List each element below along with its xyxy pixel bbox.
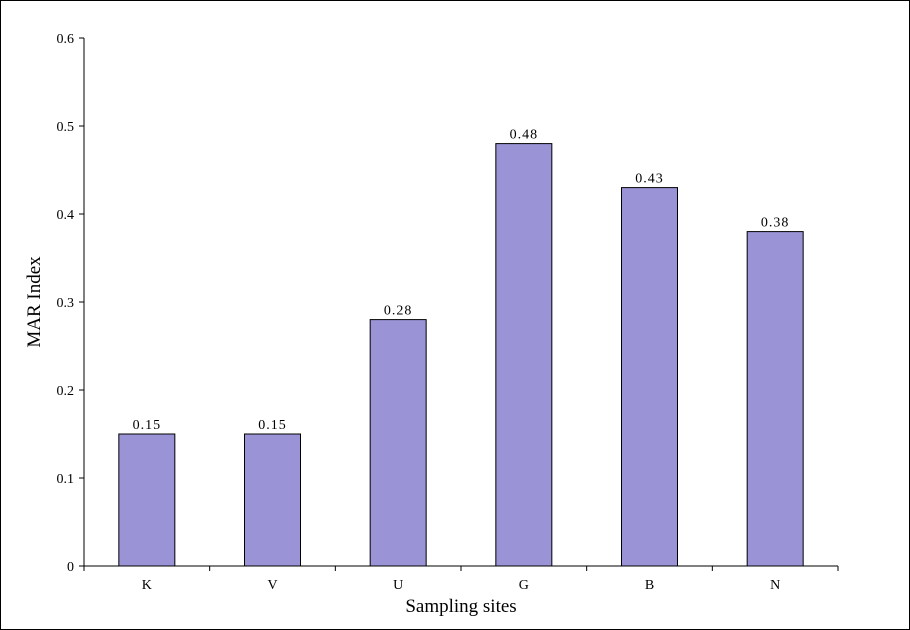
- x-tick-label: K: [142, 578, 152, 593]
- data-label: 0.38: [761, 216, 790, 231]
- x-tick-label: V: [267, 578, 277, 593]
- bar-G: [495, 143, 553, 567]
- data-label: 0.43: [635, 172, 664, 187]
- x-tick-label: U: [393, 578, 403, 593]
- y-tick-label: 0.6: [57, 32, 75, 47]
- bar-B: [621, 187, 678, 567]
- x-tick-label: G: [519, 578, 529, 593]
- y-tick-label: 0.2: [57, 384, 75, 399]
- data-label: 0.15: [258, 418, 287, 433]
- x-axis-title: Sampling sites: [405, 596, 516, 617]
- x-tick-label: B: [645, 578, 654, 593]
- x-tick-label: N: [770, 578, 780, 593]
- data-label: 0.28: [384, 304, 413, 319]
- y-axis: 0 0.1 0.2 0.3 0.4 0.5 0.6: [57, 32, 85, 575]
- data-labels: 0.15 0.15 0.28 0.48 0.43 0.38: [133, 128, 790, 433]
- y-tick-label: 0: [67, 560, 74, 575]
- bars: [118, 143, 804, 567]
- y-axis-title: MAR Index: [24, 256, 45, 348]
- bar-U: [369, 319, 427, 567]
- y-tick-label: 0.5: [57, 120, 75, 135]
- data-label: 0.48: [510, 128, 539, 143]
- y-tick-label: 0.3: [57, 296, 75, 311]
- bar-V: [244, 433, 301, 567]
- y-tick-label: 0.4: [57, 208, 75, 223]
- y-tick-label: 0.1: [57, 472, 75, 487]
- bar-K: [118, 433, 176, 567]
- data-label: 0.15: [133, 418, 162, 433]
- bar-N: [746, 231, 804, 567]
